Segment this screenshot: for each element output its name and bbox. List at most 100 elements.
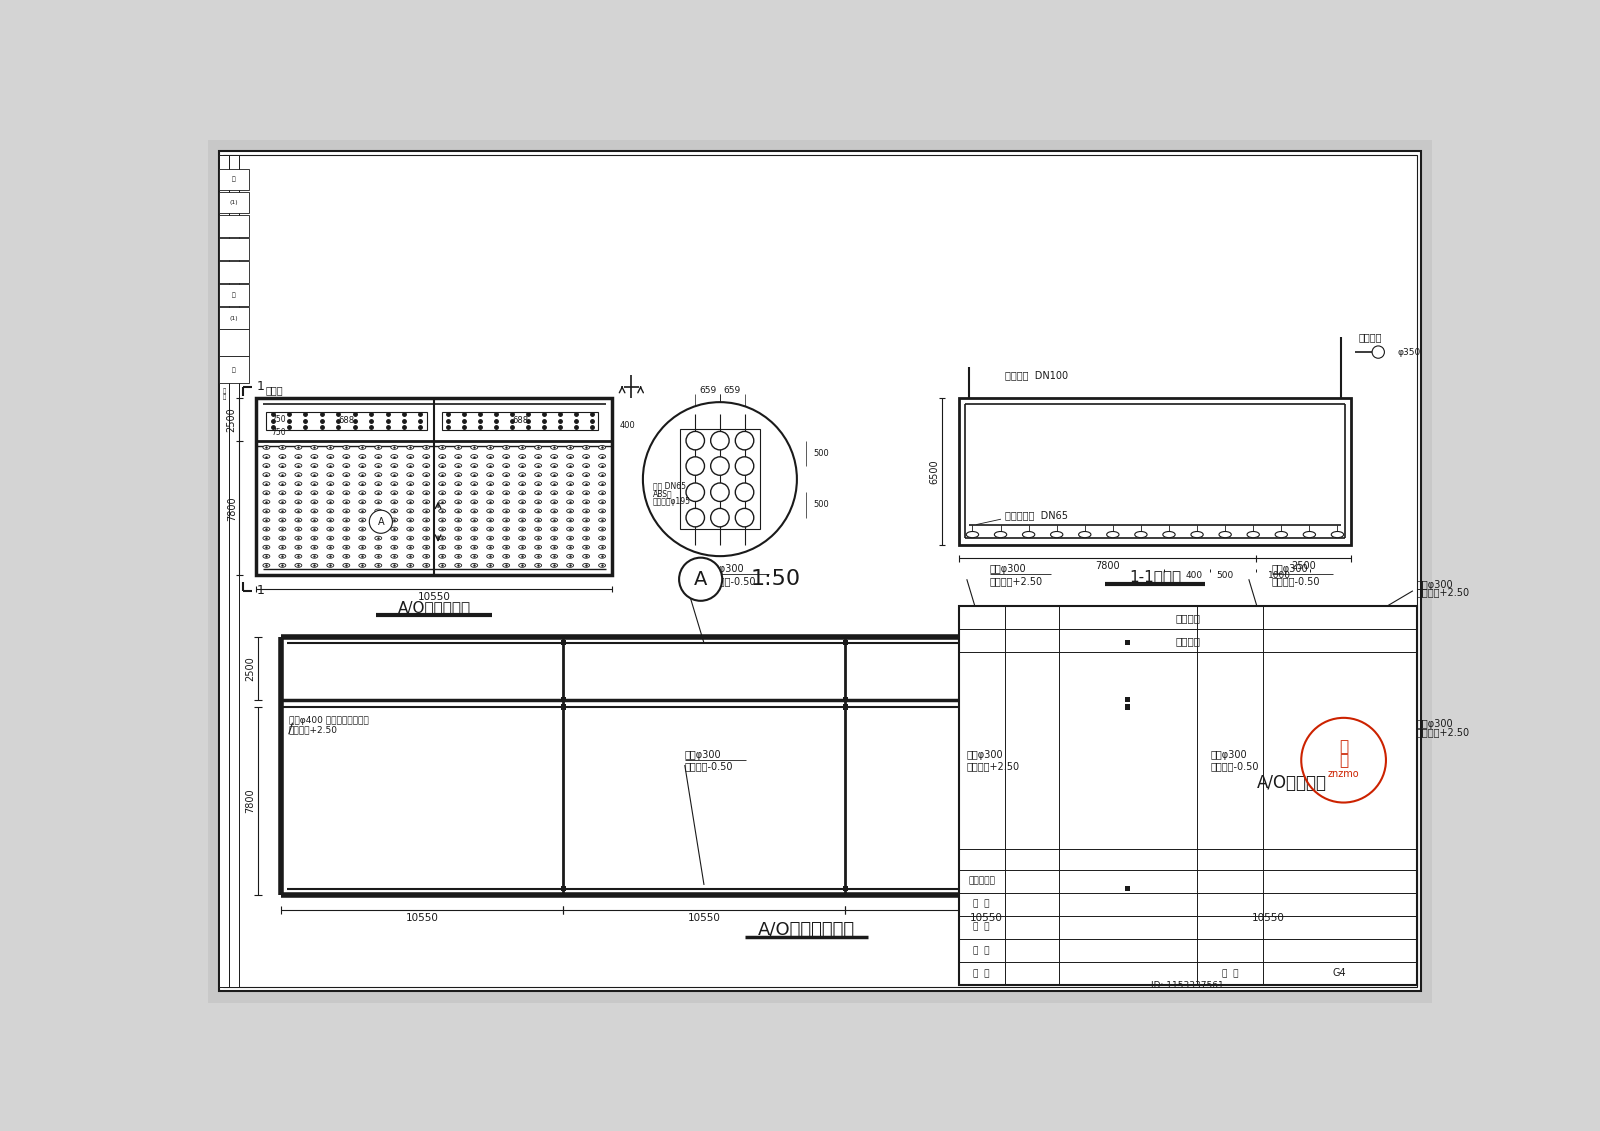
Ellipse shape <box>262 509 270 512</box>
Ellipse shape <box>342 464 350 467</box>
Ellipse shape <box>470 554 478 559</box>
Bar <box>442 412 598 430</box>
Ellipse shape <box>438 455 446 458</box>
Ellipse shape <box>390 455 398 458</box>
Text: 图  号: 图 号 <box>1222 969 1238 978</box>
Ellipse shape <box>566 518 573 521</box>
Ellipse shape <box>566 563 573 568</box>
Ellipse shape <box>598 500 605 503</box>
Ellipse shape <box>470 464 478 467</box>
Text: 开孔φ300: 开孔φ300 <box>1416 579 1453 589</box>
Ellipse shape <box>406 527 414 532</box>
Bar <box>266 412 427 430</box>
Ellipse shape <box>310 563 318 568</box>
Ellipse shape <box>582 446 589 449</box>
Ellipse shape <box>310 527 318 532</box>
Bar <box>958 398 1352 545</box>
Text: 7800: 7800 <box>245 788 256 813</box>
Ellipse shape <box>342 446 350 449</box>
Ellipse shape <box>342 563 350 568</box>
Text: 7800: 7800 <box>227 497 237 520</box>
Circle shape <box>1373 346 1384 359</box>
Ellipse shape <box>294 473 302 476</box>
Ellipse shape <box>454 518 462 521</box>
Ellipse shape <box>294 545 302 550</box>
Ellipse shape <box>262 545 270 550</box>
Text: www.znzmo.com: www.znzmo.com <box>467 482 557 530</box>
Ellipse shape <box>374 563 382 568</box>
Ellipse shape <box>294 464 302 467</box>
Ellipse shape <box>470 500 478 503</box>
Ellipse shape <box>454 482 462 485</box>
Text: www.znzmo.com: www.znzmo.com <box>1006 290 1096 338</box>
Ellipse shape <box>310 545 318 550</box>
Ellipse shape <box>310 536 318 541</box>
Ellipse shape <box>358 491 366 494</box>
Ellipse shape <box>582 491 589 494</box>
Ellipse shape <box>294 491 302 494</box>
Ellipse shape <box>454 554 462 559</box>
Ellipse shape <box>566 455 573 458</box>
Ellipse shape <box>310 464 318 467</box>
Ellipse shape <box>438 491 446 494</box>
Ellipse shape <box>966 532 979 537</box>
Text: A: A <box>378 517 384 527</box>
Ellipse shape <box>486 464 494 467</box>
Bar <box>843 886 848 891</box>
Bar <box>282 637 1410 895</box>
Text: 孔底标高-0.50: 孔底标高-0.50 <box>1272 576 1320 586</box>
Ellipse shape <box>374 446 382 449</box>
Text: 7800: 7800 <box>1094 561 1120 571</box>
Ellipse shape <box>406 464 414 467</box>
Ellipse shape <box>598 446 605 449</box>
Text: 2500: 2500 <box>245 656 256 681</box>
Ellipse shape <box>550 500 557 503</box>
Ellipse shape <box>550 545 557 550</box>
Ellipse shape <box>1304 532 1315 537</box>
Ellipse shape <box>294 527 302 532</box>
Ellipse shape <box>358 563 366 568</box>
Text: ID: 1153337561: ID: 1153337561 <box>1152 981 1224 990</box>
Text: 知末网: 知末网 <box>824 421 846 438</box>
Bar <box>560 697 566 702</box>
Ellipse shape <box>470 509 478 512</box>
Text: 500: 500 <box>814 449 829 458</box>
Ellipse shape <box>582 455 589 458</box>
Ellipse shape <box>390 536 398 541</box>
Text: φ350: φ350 <box>1397 347 1421 356</box>
Ellipse shape <box>358 509 366 512</box>
Bar <box>256 398 613 576</box>
Ellipse shape <box>534 482 542 485</box>
Ellipse shape <box>326 464 334 467</box>
Bar <box>229 155 238 987</box>
Ellipse shape <box>358 518 366 521</box>
Ellipse shape <box>486 482 494 485</box>
Text: 1: 1 <box>256 380 264 394</box>
Ellipse shape <box>486 545 494 550</box>
Text: 1:50: 1:50 <box>750 569 802 589</box>
Ellipse shape <box>406 500 414 503</box>
Ellipse shape <box>502 527 510 532</box>
Ellipse shape <box>550 491 557 494</box>
Ellipse shape <box>438 500 446 503</box>
Ellipse shape <box>422 482 430 485</box>
Ellipse shape <box>278 545 286 550</box>
Ellipse shape <box>358 545 366 550</box>
Ellipse shape <box>566 482 573 485</box>
Ellipse shape <box>422 500 430 503</box>
Text: 序: 序 <box>232 176 235 182</box>
Text: 10550: 10550 <box>1251 913 1285 923</box>
Bar <box>219 308 248 329</box>
Ellipse shape <box>1078 532 1091 537</box>
Ellipse shape <box>534 527 542 532</box>
Ellipse shape <box>390 545 398 550</box>
Text: www.znzmo.com: www.znzmo.com <box>853 328 941 377</box>
Ellipse shape <box>582 500 589 503</box>
Ellipse shape <box>534 500 542 503</box>
Ellipse shape <box>454 455 462 458</box>
Ellipse shape <box>582 482 589 485</box>
Ellipse shape <box>422 446 430 449</box>
Text: A/O池池内开孔图: A/O池池内开孔图 <box>758 921 854 939</box>
Ellipse shape <box>406 455 414 458</box>
Ellipse shape <box>518 500 526 503</box>
